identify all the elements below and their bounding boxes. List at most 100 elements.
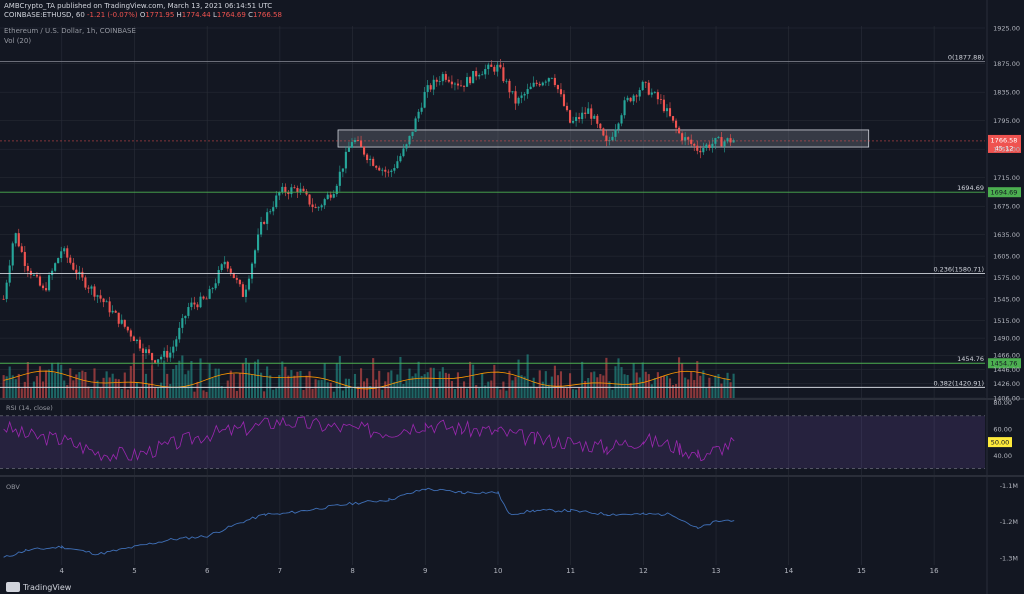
candle-body xyxy=(399,156,402,162)
candle-body xyxy=(281,186,284,193)
volume-bar xyxy=(363,381,366,398)
volume-bar xyxy=(699,375,702,398)
candle-body xyxy=(659,99,662,100)
volume-bar xyxy=(366,378,369,398)
volume-bar xyxy=(702,370,705,398)
y-tick-label: 1545.00 xyxy=(993,295,1020,303)
volume-bar xyxy=(57,362,60,398)
volume-bar xyxy=(572,389,575,398)
volume-bar xyxy=(284,366,287,398)
pane-separator xyxy=(0,475,1024,477)
x-tick-label: 7 xyxy=(278,567,282,575)
candle-body xyxy=(708,144,711,148)
candle-body xyxy=(702,148,705,153)
volume-bar xyxy=(163,360,166,398)
volume-bar xyxy=(396,374,399,398)
volume-bar xyxy=(320,379,323,398)
volume-bar xyxy=(647,374,650,398)
candle-body xyxy=(35,274,39,277)
candle-body xyxy=(632,95,635,102)
candle-body xyxy=(38,276,42,286)
volume-bar xyxy=(481,373,484,398)
level-label: 0(1877.88) xyxy=(948,54,984,62)
volume-bar xyxy=(311,388,314,398)
candle-body xyxy=(160,356,163,360)
volume-bar xyxy=(111,373,114,398)
volume-bar xyxy=(260,372,263,398)
volume-bar xyxy=(305,375,308,398)
candle-body xyxy=(590,108,593,119)
volume-bar xyxy=(541,381,544,398)
candle-body xyxy=(147,349,151,354)
candle-body xyxy=(535,82,538,84)
volume-bar xyxy=(87,386,90,398)
candle-body xyxy=(420,107,423,112)
candle-body xyxy=(60,251,63,259)
candle-body xyxy=(656,92,659,100)
volume-bar xyxy=(353,373,357,398)
volume-bar xyxy=(102,377,105,398)
candle-body xyxy=(166,350,169,358)
candle-body xyxy=(235,278,238,280)
volume-bar xyxy=(2,375,5,398)
volume-bar xyxy=(529,386,532,398)
volume-bar xyxy=(381,389,384,398)
volume-bar xyxy=(217,368,220,398)
volume-bar xyxy=(220,385,223,398)
candle-body xyxy=(690,139,693,144)
volume-bar xyxy=(723,378,726,398)
rsi-label: RSI (14, close) xyxy=(6,404,53,412)
candle-body xyxy=(581,112,584,120)
candle-body xyxy=(323,199,326,206)
candle-body xyxy=(126,326,129,331)
candle-body xyxy=(217,270,220,284)
candle-body xyxy=(293,187,296,189)
rsi-value-tag xyxy=(988,437,1012,448)
volume-bar xyxy=(690,371,693,398)
volume-bar xyxy=(178,360,181,398)
change: -1.21 (-0.07%) xyxy=(87,11,138,19)
candle-body xyxy=(423,91,426,108)
candle-body xyxy=(247,278,251,290)
volume-bar xyxy=(323,363,326,398)
volume-bar xyxy=(187,370,190,398)
volume-bar xyxy=(99,387,102,398)
candle-body xyxy=(129,330,132,337)
candle-body xyxy=(44,288,48,291)
candle-body xyxy=(478,75,481,77)
candle-body xyxy=(8,265,11,283)
volume-bar xyxy=(135,382,138,398)
volume-bar xyxy=(51,362,54,398)
countdown-label: 45:12 xyxy=(995,144,1014,152)
candle-body xyxy=(550,77,553,79)
candle-body xyxy=(705,144,708,149)
ohlc-line: COINBASE:ETHUSD, 60 -1.21 (-0.07%) O1771… xyxy=(4,11,282,19)
candle-body xyxy=(426,85,429,92)
candle-body xyxy=(408,135,411,145)
volume-bar xyxy=(717,374,720,398)
y-tick-label: 1575.00 xyxy=(993,274,1020,282)
volume-bar xyxy=(444,372,447,398)
candle-body xyxy=(611,136,614,141)
candle-body xyxy=(72,262,75,270)
volume-bar xyxy=(296,371,299,398)
volume-bar xyxy=(720,383,723,398)
volume-bar xyxy=(562,388,566,398)
volume-bar xyxy=(272,389,275,398)
candle-body xyxy=(572,120,575,123)
candle-body xyxy=(529,86,532,90)
level-price-tag xyxy=(988,358,1021,369)
candle-body xyxy=(617,123,620,130)
rsi-line xyxy=(3,416,735,462)
candle-body xyxy=(284,186,287,193)
candle-body xyxy=(556,85,559,90)
candle-body xyxy=(132,336,135,342)
candle-body xyxy=(208,289,211,299)
candles xyxy=(2,59,735,367)
volume-bar xyxy=(611,389,614,398)
candle-body xyxy=(287,192,290,195)
candle-body xyxy=(369,158,372,161)
volume-bar xyxy=(281,361,284,398)
candle-body xyxy=(48,275,51,291)
volume-bar xyxy=(517,359,520,398)
